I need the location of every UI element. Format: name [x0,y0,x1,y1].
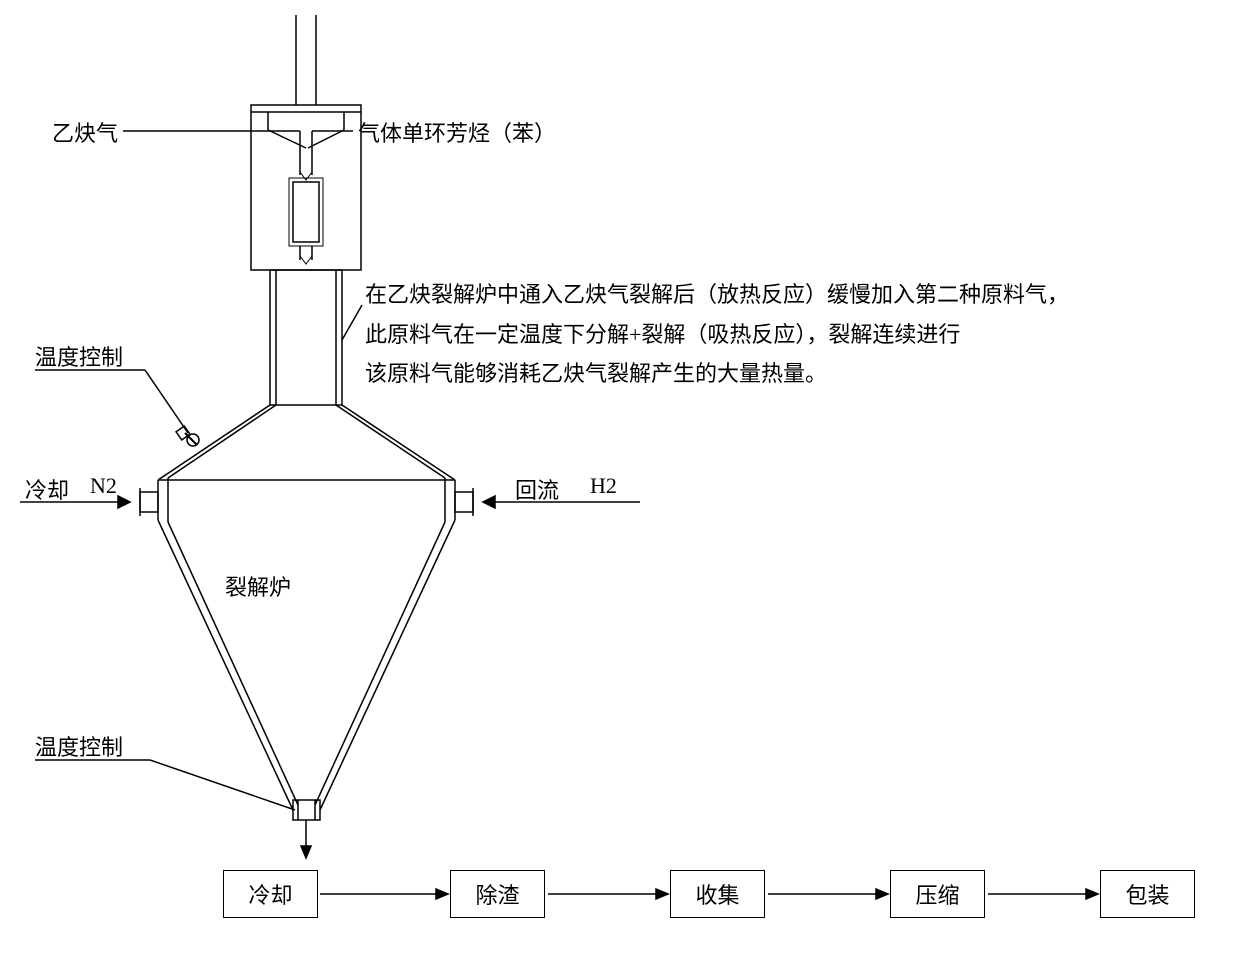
box-collection: 收集 [670,870,765,918]
label-acetylene: 乙炔气 [52,116,118,148]
label-temp-control-upper: 温度控制 [35,340,123,372]
box-collection-label: 收集 [695,878,739,910]
label-h2: H2 [590,473,617,499]
diagram-container: 乙炔气 气体单环芳烃（苯） 温度控制 温度控制 冷却 N2 回流 H2 裂解炉 … [0,0,1240,965]
label-temp-control-lower: 温度控制 [35,730,123,762]
desc-line3: 该原料气能够消耗乙炔气裂解产生的大量热量。 [365,354,1069,394]
label-n2: N2 [90,473,117,499]
furnace-svg [0,0,1240,965]
label-reflux-text: 回流 [515,473,559,505]
desc-line1: 在乙炔裂解炉中通入乙炔气裂解后（放热反应）缓慢加入第二种原料气， [365,275,1069,315]
box-slag-label: 除渣 [475,878,519,910]
box-compression: 压缩 [890,870,985,918]
box-packaging: 包装 [1100,870,1195,918]
label-furnace: 裂解炉 [225,570,291,602]
desc-line2: 此原料气在一定温度下分解+裂解（吸热反应），裂解连续进行 [365,315,1069,355]
description-block: 在乙炔裂解炉中通入乙炔气裂解后（放热反应）缓慢加入第二种原料气， 此原料气在一定… [365,275,1069,394]
box-compression-label: 压缩 [915,878,959,910]
label-cooling-n2-text: 冷却 [25,473,69,505]
box-packaging-label: 包装 [1125,878,1169,910]
box-slag-removal: 除渣 [450,870,545,918]
label-benzene: 气体单环芳烃（苯） [358,116,556,148]
box-cooling: 冷却 [223,870,318,918]
box-cooling-label: 冷却 [248,878,292,910]
